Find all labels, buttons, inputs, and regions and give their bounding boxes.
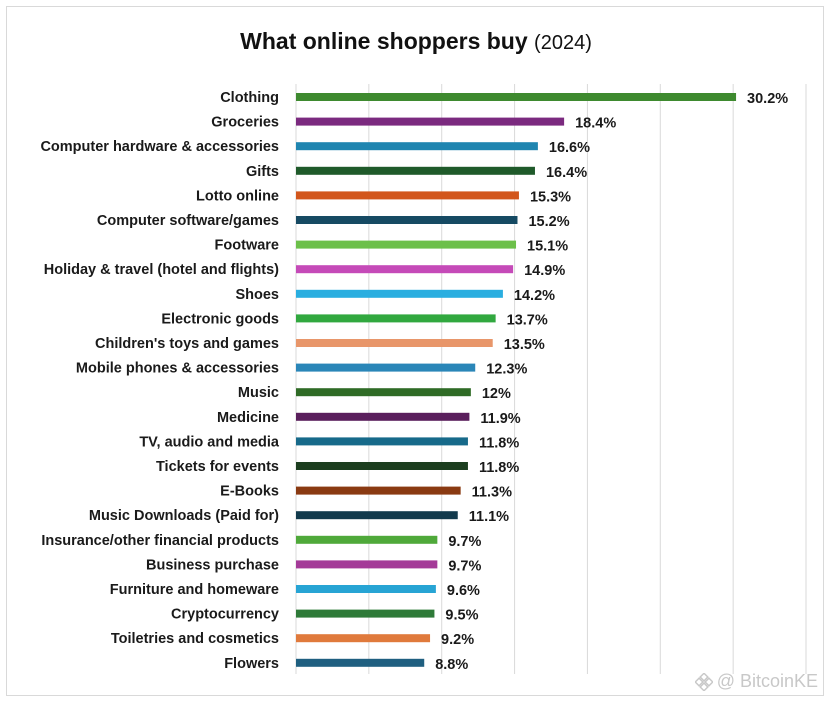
bitcoin-logo-icon — [694, 672, 713, 691]
bar — [296, 289, 503, 298]
data-label: 12% — [482, 386, 511, 402]
data-label: 11.9% — [480, 411, 520, 427]
category-label: Holiday & travel (hotel and flights) — [44, 262, 279, 278]
category-label: Gifts — [246, 164, 279, 180]
data-label: 16.6% — [549, 140, 590, 156]
data-label: 11.1% — [469, 509, 509, 525]
watermark: @ BitcoinKE — [694, 671, 818, 692]
data-label: 9.7% — [448, 534, 481, 550]
category-label: Music Downloads (Paid for) — [89, 508, 279, 524]
bar — [296, 216, 518, 224]
data-label: 11.8% — [479, 460, 519, 476]
bar — [296, 634, 431, 643]
category-label: Shoes — [235, 287, 279, 303]
bar — [296, 117, 565, 126]
bar — [296, 265, 514, 274]
category-label: Cryptocurrency — [171, 607, 279, 623]
bar — [296, 658, 425, 667]
category-label: Furniture and homeware — [110, 582, 279, 598]
bar — [296, 412, 470, 421]
data-label: 14.2% — [514, 288, 555, 304]
data-label: 14.9% — [524, 263, 565, 279]
category-label: Footware — [215, 238, 279, 254]
data-label: 9.2% — [441, 632, 474, 648]
category-label: Flowers — [224, 656, 279, 672]
category-label: Computer software/games — [97, 213, 279, 229]
bar — [296, 560, 438, 569]
bar — [296, 166, 535, 175]
category-label: Lotto online — [196, 188, 279, 204]
data-label: 16.4% — [546, 165, 587, 181]
bar — [296, 240, 517, 249]
data-label: 30.2% — [747, 91, 788, 107]
category-label: Mobile phones & accessories — [76, 361, 279, 377]
bar — [296, 314, 496, 323]
category-label: Insurance/other financial products — [41, 533, 279, 549]
data-label: 13.7% — [507, 312, 548, 328]
data-label: 13.5% — [504, 337, 545, 353]
bar — [296, 585, 436, 593]
data-label: 18.4% — [575, 116, 616, 132]
category-label: Tickets for events — [156, 459, 279, 475]
data-label: 11.3% — [472, 485, 512, 501]
chart-subtitle: (2024) — [534, 32, 592, 54]
category-label: Toiletries and cosmetics — [111, 631, 279, 647]
category-label: Medicine — [217, 410, 279, 426]
category-label: E-Books — [220, 484, 279, 500]
chart-title-main: What online shoppers buy — [240, 28, 528, 54]
data-label: 15.2% — [528, 214, 569, 230]
category-label: Music — [238, 385, 279, 401]
bar — [296, 191, 519, 200]
chart-title: What online shoppers buy (2024) — [0, 28, 832, 55]
category-label: Clothing — [220, 90, 279, 106]
category-label: Computer hardware & accessories — [40, 139, 279, 155]
category-label: Business purchase — [146, 557, 279, 573]
bar — [296, 462, 468, 470]
category-label: Children's toys and games — [95, 336, 279, 352]
data-label: 9.5% — [445, 608, 478, 624]
data-label: 9.7% — [448, 558, 481, 574]
category-label: Groceries — [211, 115, 279, 131]
bar — [296, 511, 458, 520]
bar — [296, 437, 468, 446]
bar — [296, 388, 471, 397]
data-label: 11.8% — [479, 435, 519, 451]
data-label: 15.3% — [530, 189, 571, 205]
data-label: 8.8% — [435, 657, 468, 673]
bar — [296, 609, 435, 618]
bar — [296, 535, 438, 544]
data-label: 9.6% — [447, 583, 480, 599]
bar — [296, 93, 737, 101]
watermark-text: @ BitcoinKE — [716, 671, 818, 691]
data-label: 15.1% — [527, 239, 568, 255]
bar — [296, 142, 538, 151]
bar — [296, 363, 476, 372]
category-label: Electronic goods — [161, 311, 279, 327]
bar — [296, 486, 461, 495]
bar — [296, 339, 493, 347]
category-label: TV, audio and media — [139, 434, 280, 450]
data-label: 12.3% — [486, 362, 527, 378]
